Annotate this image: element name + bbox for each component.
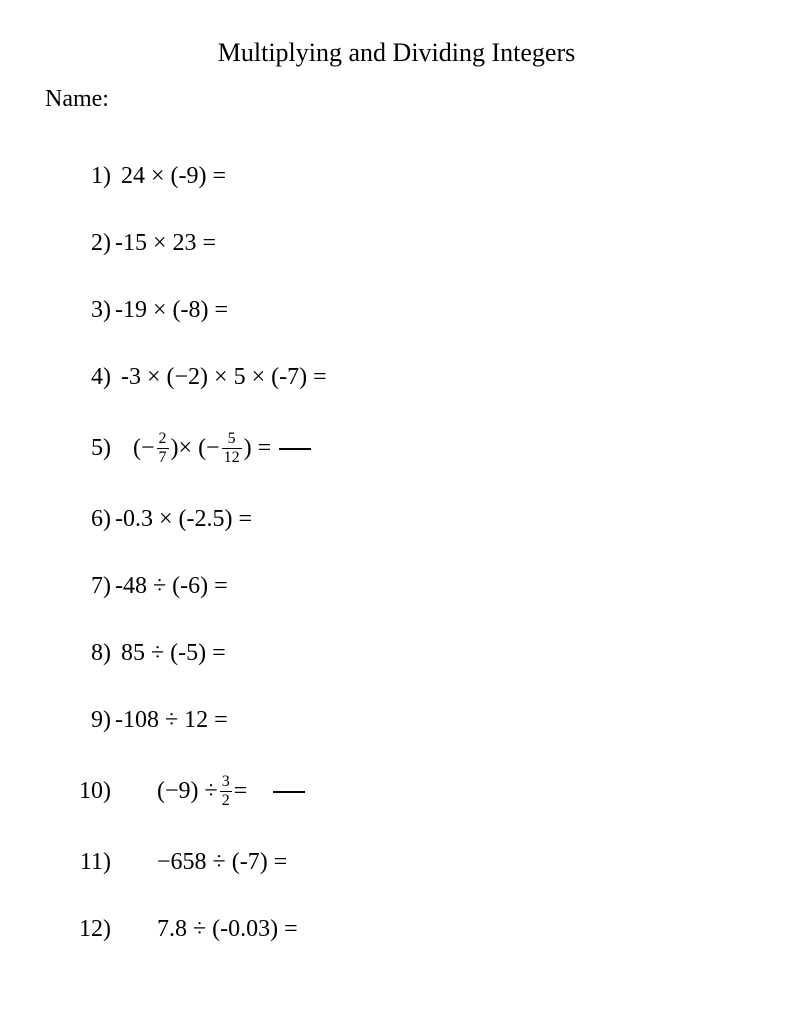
problem-number: 1 (73, 163, 103, 190)
fraction-denominator: 7 (157, 448, 169, 466)
problem-expression: −658 ÷ (-7) = (157, 849, 287, 876)
problem-list: 1) 24 × (-9) = 2) -15 × 23 = 3) -19 × (-… (73, 163, 748, 943)
problem-row: 12) 7.8 ÷ (-0.03) = (73, 916, 748, 943)
paren: ) (103, 849, 111, 876)
problem-expression: -15 × 23 = (115, 230, 216, 257)
problem-number: 8 (73, 640, 103, 667)
problem-expression: -108 ÷ 12 = (115, 707, 228, 734)
problem-expression: 24 × (-9) = (121, 163, 226, 190)
problem-expression: -48 ÷ (-6) = (115, 573, 228, 600)
paren: ) (103, 778, 111, 805)
problem-expression: -19 × (-8) = (115, 297, 228, 324)
problem-expression: 85 ÷ (-5) = (121, 640, 226, 667)
paren: ) (103, 163, 111, 190)
fraction: 2 7 (157, 431, 169, 466)
problem-row: 1) 24 × (-9) = (73, 163, 748, 190)
fraction-denominator: 2 (220, 791, 232, 809)
problem-number: 4 (73, 364, 103, 391)
fraction-denominator: 12 (222, 448, 242, 466)
problem-number: 5 (73, 435, 103, 462)
close-paren: ) (171, 435, 179, 462)
problem-number: 10 (73, 778, 103, 805)
problem-row: 7) -48 ÷ (-6) = (73, 573, 748, 600)
page-title: Multiplying and Dividing Integers (45, 38, 748, 68)
problem-expression: (− 2 7 ) × (− 5 12 ) = (133, 431, 311, 466)
problem-expression: (−9) ÷ 3 2 = (157, 774, 305, 809)
paren: ) (103, 573, 111, 600)
problem-number: 12 (73, 916, 103, 943)
answer-blank[interactable] (279, 448, 311, 450)
lhs-text: (−9) ÷ (157, 778, 218, 805)
paren: ) (103, 916, 111, 943)
paren: ) (103, 230, 111, 257)
problem-row: 11) −658 ÷ (-7) = (73, 849, 748, 876)
close-equals: ) = (244, 435, 272, 462)
problem-row: 5) (− 2 7 ) × (− 5 12 ) = (73, 431, 748, 466)
open-paren: (− (133, 435, 155, 462)
problem-expression: -0.3 × (-2.5) = (115, 506, 252, 533)
problem-number: 9 (73, 707, 103, 734)
paren: ) (103, 707, 111, 734)
fraction: 3 2 (220, 774, 232, 809)
paren: ) (103, 297, 111, 324)
problem-row: 6) -0.3 × (-2.5) = (73, 506, 748, 533)
fraction: 5 12 (222, 431, 242, 466)
problem-number: 6 (73, 506, 103, 533)
problem-number: 2 (73, 230, 103, 257)
fraction-numerator: 5 (226, 431, 238, 448)
problem-expression: -3 × (−2) × 5 × (-7) = (121, 364, 327, 391)
fraction-numerator: 2 (157, 431, 169, 448)
problem-number: 7 (73, 573, 103, 600)
problem-expression: 7.8 ÷ (-0.03) = (157, 916, 298, 943)
problem-number: 3 (73, 297, 103, 324)
name-label: Name: (45, 86, 748, 113)
problem-row: 4) -3 × (−2) × 5 × (-7) = (73, 364, 748, 391)
problem-row: 8) 85 ÷ (-5) = (73, 640, 748, 667)
worksheet-page: Multiplying and Dividing Integers Name: … (0, 0, 793, 1013)
problem-row: 2) -15 × 23 = (73, 230, 748, 257)
problem-row: 9) -108 ÷ 12 = (73, 707, 748, 734)
paren: ) (103, 640, 111, 667)
problem-row: 3) -19 × (-8) = (73, 297, 748, 324)
paren: ) (103, 364, 111, 391)
answer-blank[interactable] (273, 791, 305, 793)
operator-text: × (− (179, 435, 220, 462)
problem-number: 11 (73, 849, 103, 876)
fraction-numerator: 3 (220, 774, 232, 791)
paren: ) (103, 435, 111, 462)
problem-row: 10) (−9) ÷ 3 2 = (73, 774, 748, 809)
paren: ) (103, 506, 111, 533)
tail-equals: = (234, 778, 248, 805)
